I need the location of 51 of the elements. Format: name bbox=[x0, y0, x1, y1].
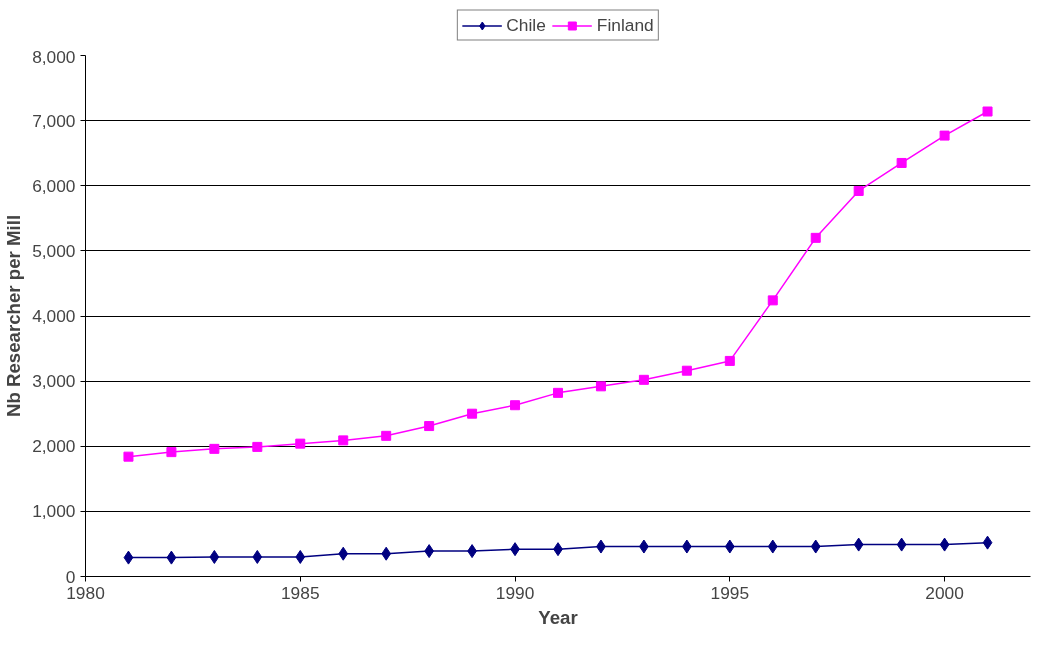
point bbox=[123, 550, 134, 565]
point bbox=[166, 447, 177, 458]
x-tick-label: 1995 bbox=[710, 582, 750, 603]
point bbox=[553, 387, 563, 398]
x-axis-title: Year bbox=[538, 606, 578, 628]
point bbox=[467, 408, 478, 419]
point bbox=[810, 539, 821, 554]
y-tick-label: 2,000 bbox=[32, 436, 76, 457]
y-axis-title: Nb Researcher per Mill bbox=[3, 214, 25, 418]
point bbox=[510, 400, 521, 411]
point bbox=[209, 443, 220, 454]
point bbox=[295, 549, 306, 564]
point bbox=[424, 421, 435, 432]
point bbox=[123, 451, 134, 462]
point bbox=[896, 537, 907, 552]
x-tick-label: 1985 bbox=[281, 582, 320, 603]
x-tick-label: 1990 bbox=[495, 582, 535, 603]
point bbox=[896, 157, 907, 168]
point bbox=[853, 537, 864, 552]
point bbox=[381, 546, 392, 561]
x-tick-label: 2000 bbox=[925, 582, 964, 603]
point bbox=[681, 365, 692, 376]
legend-label: Finland bbox=[596, 14, 654, 36]
point bbox=[724, 539, 735, 554]
point bbox=[982, 106, 993, 117]
y-tick-label: 3,000 bbox=[32, 371, 76, 392]
y-tick-label: 5,000 bbox=[32, 240, 76, 261]
legend-label: Chile bbox=[506, 14, 546, 36]
y-tick-label: 6,000 bbox=[32, 175, 76, 196]
point bbox=[939, 537, 950, 552]
point bbox=[939, 130, 950, 141]
point bbox=[767, 295, 778, 306]
point bbox=[724, 355, 735, 366]
point bbox=[252, 549, 263, 564]
point bbox=[853, 185, 864, 196]
y-tick-label: 1,000 bbox=[32, 501, 76, 522]
point bbox=[252, 441, 263, 452]
point bbox=[338, 435, 349, 446]
point bbox=[982, 535, 993, 550]
y-tick-label: 4,000 bbox=[32, 306, 76, 326]
point bbox=[209, 549, 220, 564]
point bbox=[166, 550, 177, 565]
y-tick-label: 8,000 bbox=[32, 46, 76, 67]
point bbox=[338, 546, 349, 561]
y-tick-label: 7,000 bbox=[32, 110, 76, 131]
point bbox=[381, 430, 392, 441]
point bbox=[810, 232, 821, 243]
point bbox=[295, 438, 306, 449]
point bbox=[638, 374, 649, 385]
point bbox=[767, 539, 778, 554]
point bbox=[595, 381, 606, 392]
